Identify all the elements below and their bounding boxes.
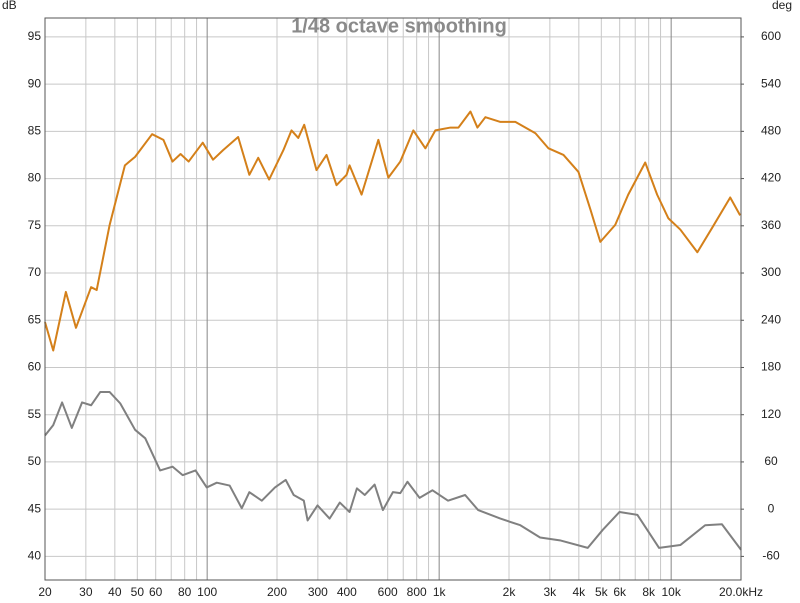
x-tick-label: 50 bbox=[131, 585, 145, 599]
x-tick-label: 300 bbox=[308, 585, 328, 599]
y2-tick-label: 60 bbox=[764, 454, 778, 468]
x-tick-label: 800 bbox=[407, 585, 427, 599]
y2-axis-label: deg bbox=[772, 0, 792, 12]
x-tick-label: 5k bbox=[595, 585, 609, 599]
x-tick-label: 4k bbox=[572, 585, 586, 599]
x-tick-label: 10k bbox=[661, 585, 681, 599]
y2-tick-label: 540 bbox=[761, 76, 781, 90]
y-tick-label: 50 bbox=[28, 454, 42, 468]
plot-area bbox=[45, 18, 741, 580]
y-tick-label: 95 bbox=[28, 29, 42, 43]
x-tick-label: 100 bbox=[197, 585, 217, 599]
y2-tick-label: 600 bbox=[761, 29, 781, 43]
y-axis-label: dB bbox=[2, 0, 17, 12]
y2-tick-label: 0 bbox=[768, 501, 775, 515]
x-tick-label: 60 bbox=[149, 585, 163, 599]
x-tick-label: 6k bbox=[613, 585, 627, 599]
y-tick-label: 70 bbox=[28, 265, 42, 279]
y-tick-label: 40 bbox=[28, 549, 42, 563]
x-tick-label: 2k bbox=[503, 585, 517, 599]
y2-tick-label: 480 bbox=[761, 124, 781, 138]
y2-tick-label: -60 bbox=[762, 549, 780, 563]
y-tick-label: 65 bbox=[28, 312, 42, 326]
y2-tick-label: 120 bbox=[761, 407, 781, 421]
x-tick-label: 20 bbox=[38, 585, 52, 599]
x-tick-label: 400 bbox=[337, 585, 357, 599]
y-tick-label: 90 bbox=[28, 76, 42, 90]
chart-title: 1/48 octave smoothing bbox=[291, 15, 507, 37]
y-tick-label: 85 bbox=[28, 124, 42, 138]
y2-tick-label: 180 bbox=[761, 360, 781, 374]
x-tick-label: 20.0kHz bbox=[719, 585, 763, 599]
y2-tick-label: 360 bbox=[761, 218, 781, 232]
x-tick-label: 8k bbox=[642, 585, 656, 599]
y2-tick-label: 420 bbox=[761, 171, 781, 185]
y-tick-label: 80 bbox=[28, 171, 42, 185]
x-tick-label: 3k bbox=[544, 585, 558, 599]
x-tick-label: 80 bbox=[178, 585, 192, 599]
x-tick-label: 600 bbox=[378, 585, 398, 599]
series-line bbox=[44, 391, 742, 551]
series-line bbox=[44, 110, 742, 352]
y2-tick-label: 300 bbox=[761, 265, 781, 279]
plot-border bbox=[44, 17, 742, 581]
y-tick-label: 55 bbox=[28, 407, 42, 421]
y-tick-label: 75 bbox=[28, 218, 42, 232]
x-tick-label: 200 bbox=[267, 585, 287, 599]
y2-tick-label: 240 bbox=[761, 312, 781, 326]
series-layer bbox=[44, 110, 742, 551]
x-tick-label: 40 bbox=[108, 585, 122, 599]
x-tick-label: 1k bbox=[433, 585, 447, 599]
y-tick-label: 60 bbox=[28, 360, 42, 374]
y-tick-label: 45 bbox=[28, 501, 42, 515]
x-tick-label: 30 bbox=[79, 585, 93, 599]
